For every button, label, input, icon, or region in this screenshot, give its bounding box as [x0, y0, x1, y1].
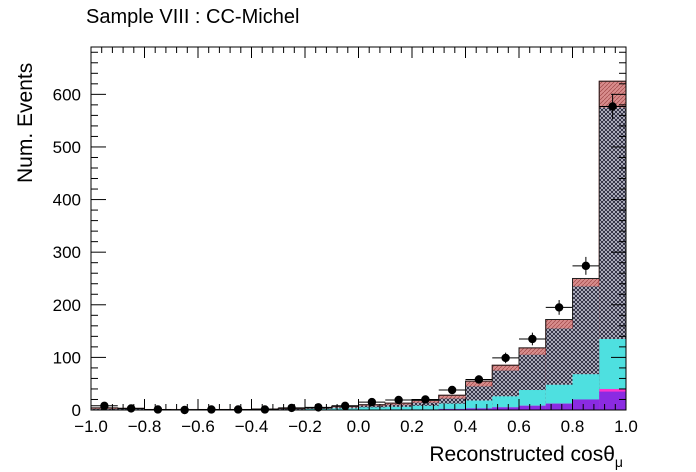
data-point-4 — [207, 405, 216, 414]
x-axis-title-theta: θ — [603, 443, 615, 466]
data-point-2 — [153, 405, 163, 414]
data-point-8 — [314, 403, 323, 412]
y-tick-label-5: 500 — [53, 138, 81, 157]
x-tick-label-1: −0.8 — [128, 417, 162, 436]
bar-series-0-bin-16 — [519, 405, 546, 410]
x-tick-label-2: −0.6 — [181, 417, 215, 436]
data-point-5 — [233, 405, 243, 414]
data-point-9 — [340, 401, 350, 410]
x-tick-label-7: 0.4 — [454, 417, 478, 436]
y-tick-label-3: 300 — [53, 243, 81, 262]
data-point-6 — [260, 405, 270, 414]
bar-series-0-bin-18 — [572, 399, 600, 410]
bar-series-0-bin-19 — [599, 391, 626, 410]
x-tick-labels: −1.0 −0.8 −0.6 −0.4 −0.2 0.0 0.2 0.4 0.6 0.8 1.0 — [74, 417, 638, 436]
data-points — [91, 93, 626, 415]
bar-series-2-bin-15 — [492, 396, 519, 410]
chart-title: Sample VIII : CC-Michel — [86, 6, 299, 28]
x-tick-label-9: 0.8 — [561, 417, 585, 436]
y-tick-label-0: 0 — [72, 401, 81, 420]
bar-series-2-bin-14 — [465, 400, 493, 410]
data-point-14 — [474, 375, 484, 384]
data-point-10 — [367, 397, 377, 407]
bar-series-2-bin-11 — [385, 406, 412, 410]
y-tick-label-4: 400 — [53, 191, 81, 210]
data-point-18 — [581, 261, 591, 271]
y-tick-label-2: 200 — [53, 296, 81, 315]
data-point-12 — [421, 395, 430, 404]
x-tick-label-4: −0.2 — [288, 417, 322, 436]
y-tick-label-1: 100 — [53, 348, 81, 367]
x-axis-title: Reconstructed cosθμ — [429, 443, 623, 470]
data-point-0 — [100, 401, 109, 410]
x-tick-label-10: 1.0 — [614, 417, 638, 436]
axis-ticks — [90, 47, 627, 411]
x-axis-title-subscript: μ — [615, 454, 623, 470]
bar-series-2-bin-10 — [358, 407, 386, 410]
bar-series-2-bin-16 — [519, 390, 546, 410]
data-point-19 — [608, 102, 617, 111]
x-axis-title-main: Reconstructed cos — [429, 443, 603, 466]
data-point-15 — [501, 353, 510, 363]
y-tick-labels: 0 100 200 300 400 500 600 — [53, 85, 81, 420]
bar-series-2-bin-13 — [438, 403, 466, 410]
bar-series-0-bin-14 — [465, 408, 493, 410]
data-point-17 — [554, 303, 564, 312]
stacked-bars — [90, 80, 627, 411]
x-tick-label-6: 0.2 — [400, 417, 424, 436]
bar-series-0-bin-15 — [492, 407, 519, 410]
x-tick-label-5: 0.0 — [347, 417, 371, 436]
bar-series-0-bin-17 — [545, 403, 573, 410]
data-point-1 — [126, 404, 136, 413]
bar-series-0-bin-13 — [438, 408, 466, 410]
data-point-11 — [394, 395, 403, 405]
data-point-16 — [528, 334, 537, 344]
data-point-13 — [447, 385, 457, 395]
x-tick-label-3: −0.4 — [235, 417, 269, 436]
y-axis-title: Num. Events — [14, 63, 37, 183]
x-tick-label-8: 0.6 — [507, 417, 531, 436]
x-tick-label-0: −1.0 — [74, 417, 108, 436]
y-tick-label-6: 600 — [53, 85, 81, 104]
bar-series-2-bin-12 — [412, 405, 439, 410]
total-outline — [90, 80, 627, 410]
